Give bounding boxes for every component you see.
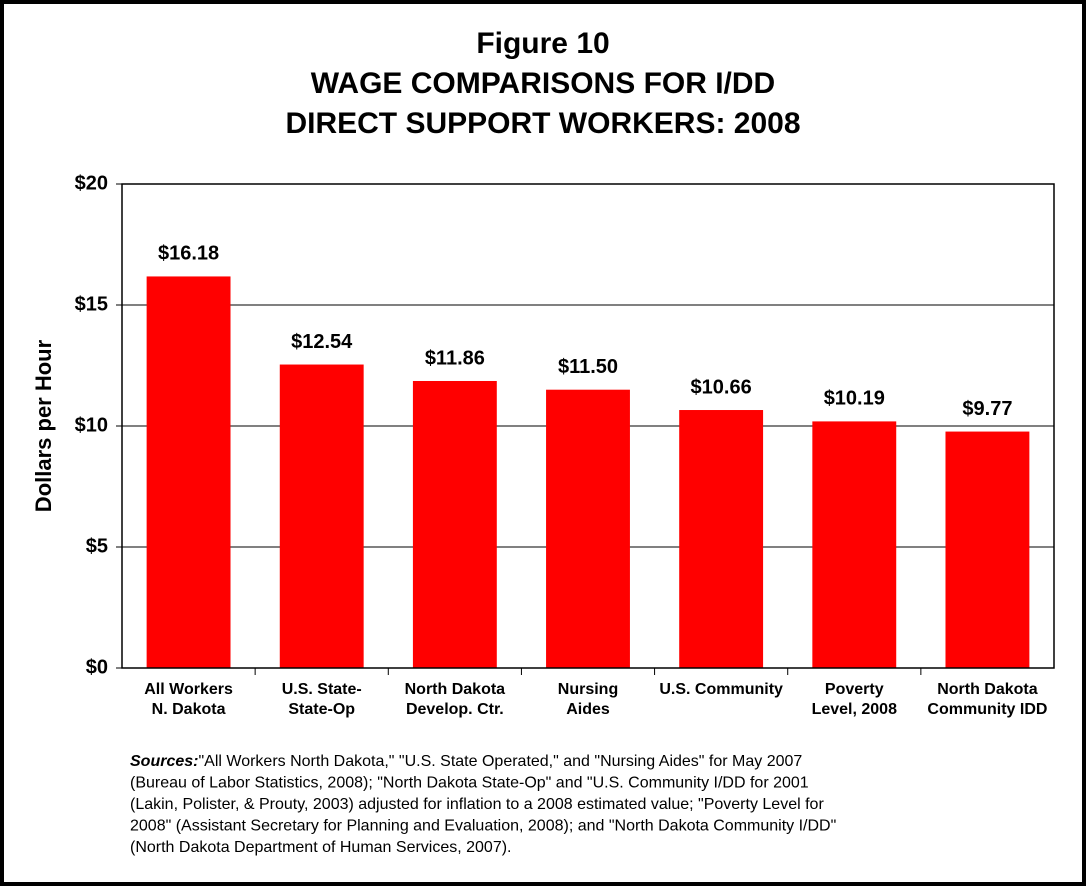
source-text: (Bureau of Labor Statistics, 2008); "Nor… [130, 775, 809, 792]
y-tick-label: $20 [75, 172, 108, 194]
plot-frame [121, 183, 1055, 669]
y-tick-label: $10 [75, 414, 108, 436]
x-tick-label: U.S. Community [659, 681, 783, 698]
y-axis-label: Dollars per Hour [31, 339, 56, 512]
source-text: 2008" (Assistant Secretary for Planning … [130, 818, 836, 835]
x-tick-label: Community IDD [927, 701, 1047, 718]
bar [412, 380, 497, 668]
bar [812, 421, 897, 668]
source-text: (North Dakota Department of Human Servic… [130, 839, 512, 856]
x-tick-label: North Dakota [937, 681, 1038, 698]
bar [146, 276, 231, 668]
chart-title: Figure 10 [476, 27, 609, 60]
chart-title: DIRECT SUPPORT WORKERS: 2008 [285, 107, 800, 140]
data-label: $12.54 [291, 331, 353, 353]
source-text: (Lakin, Polister, & Prouty, 2003) adjust… [130, 796, 824, 813]
x-tick-label: Poverty [825, 681, 884, 698]
data-label: $10.19 [824, 388, 885, 410]
bar [945, 431, 1030, 668]
y-tick-label: $15 [75, 293, 108, 315]
source-text: "All Workers North Dakota," "U.S. State … [198, 753, 802, 770]
source-note: (Lakin, Polister, & Prouty, 2003) adjust… [130, 796, 824, 813]
source-label: Sources: [130, 753, 198, 770]
data-label: $10.66 [691, 376, 752, 398]
x-tick-label: Aides [566, 701, 610, 718]
y-tick-label: $5 [86, 535, 108, 557]
source-note: Sources:"All Workers North Dakota," "U.S… [130, 753, 802, 770]
x-tick-label: All Workers [144, 681, 233, 698]
x-tick-label: U.S. State- [282, 681, 362, 698]
bar [679, 410, 764, 668]
x-tick-label: Nursing [558, 681, 618, 698]
source-note: (Bureau of Labor Statistics, 2008); "Nor… [130, 775, 809, 792]
bar [546, 389, 630, 668]
data-label: $11.86 [425, 347, 485, 369]
chart-title: WAGE COMPARISONS FOR I/DD [311, 67, 775, 100]
x-tick-label: Level, 2008 [812, 701, 898, 718]
data-label: $9.77 [962, 398, 1012, 420]
y-tick-label: $0 [86, 656, 108, 678]
data-label: $16.18 [158, 243, 219, 265]
x-tick-label: N. Dakota [152, 701, 226, 718]
source-note: (North Dakota Department of Human Servic… [130, 839, 512, 856]
x-tick-label: Develop. Ctr. [406, 701, 504, 718]
x-tick-label: State-Op [288, 701, 355, 718]
bar [279, 364, 364, 668]
data-label: $11.50 [558, 356, 618, 378]
source-note: 2008" (Assistant Secretary for Planning … [130, 818, 836, 835]
x-tick-label: North Dakota [405, 681, 506, 698]
